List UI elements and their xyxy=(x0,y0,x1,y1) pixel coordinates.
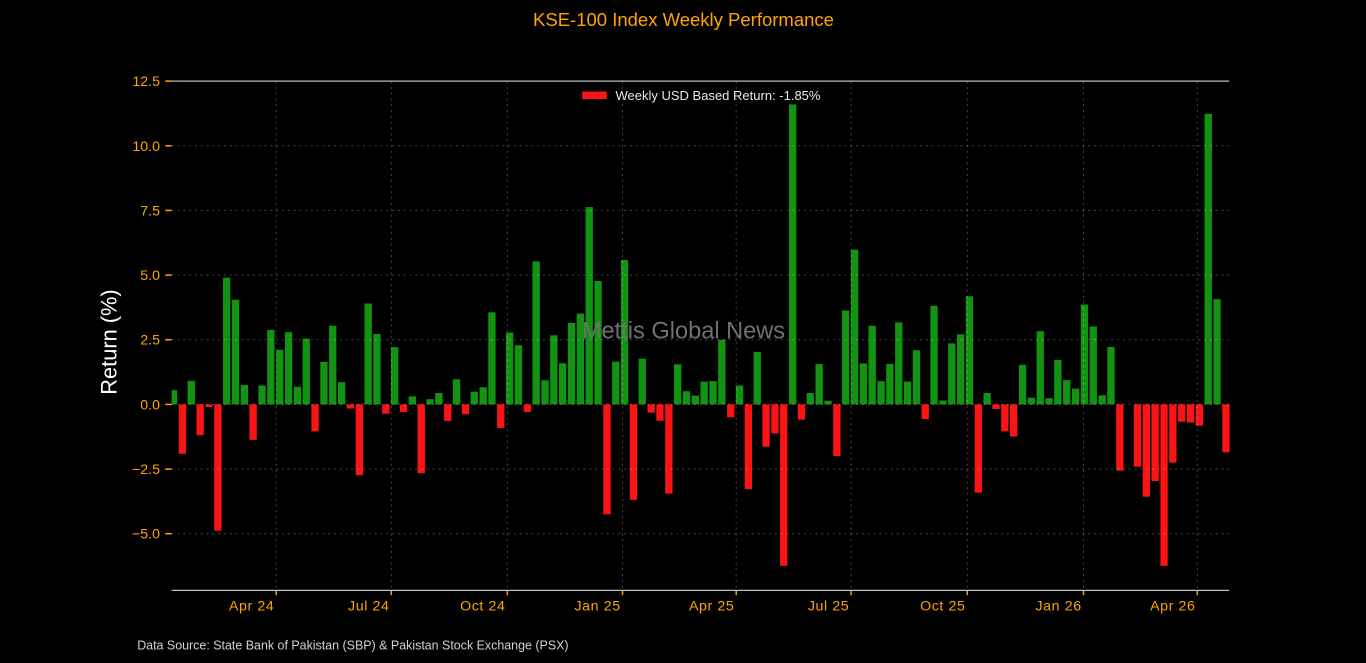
svg-text:−2.5: −2.5 xyxy=(132,462,160,478)
svg-text:KSE-100 Index Weekly Performan: KSE-100 Index Weekly Performance xyxy=(533,9,834,30)
svg-text:12.5: 12.5 xyxy=(132,74,160,90)
svg-text:Data Source: State Bank of Pak: Data Source: State Bank of Pakistan (SBP… xyxy=(137,638,568,652)
svg-text:Apr 26: Apr 26 xyxy=(1150,599,1195,615)
svg-text:Mettis Global News: Mettis Global News xyxy=(582,319,785,345)
svg-text:−5.0: −5.0 xyxy=(132,527,160,543)
svg-text:Oct 24: Oct 24 xyxy=(460,599,505,615)
svg-text:Jul 25: Jul 25 xyxy=(808,599,849,615)
svg-text:0.0: 0.0 xyxy=(140,397,160,413)
svg-text:Jul 24: Jul 24 xyxy=(348,599,389,615)
svg-text:Jan 25: Jan 25 xyxy=(574,599,620,615)
svg-text:Apr 25: Apr 25 xyxy=(689,599,734,615)
svg-text:Weekly USD Based Return: -1.85: Weekly USD Based Return: -1.85% xyxy=(616,88,821,103)
svg-text:Apr 24: Apr 24 xyxy=(229,599,274,615)
svg-text:Jan 26: Jan 26 xyxy=(1035,599,1081,615)
svg-text:Oct 25: Oct 25 xyxy=(920,599,965,615)
svg-text:7.5: 7.5 xyxy=(140,203,160,219)
svg-text:10.0: 10.0 xyxy=(132,139,160,155)
svg-text:2.5: 2.5 xyxy=(140,333,160,349)
svg-text:5.0: 5.0 xyxy=(140,268,160,284)
svg-text:Return (%): Return (%) xyxy=(97,289,122,394)
